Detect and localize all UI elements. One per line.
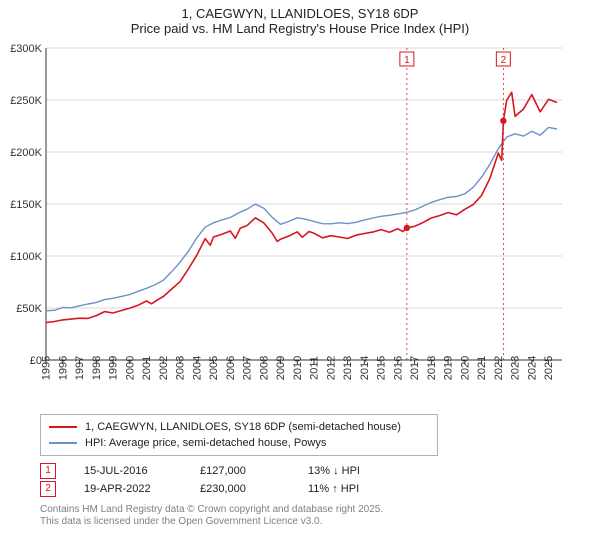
legend-swatch [49,442,77,444]
svg-text:2003: 2003 [175,356,187,380]
svg-text:2: 2 [501,55,507,66]
svg-text:1998: 1998 [91,356,103,380]
svg-text:£100K: £100K [10,251,42,263]
footnote-line1: Contains HM Land Registry data © Crown c… [40,504,600,516]
legend: 1, CAEGWYN, LLANIDLOES, SY18 6DP (semi-d… [40,414,438,456]
svg-text:2015: 2015 [376,356,388,380]
svg-text:2021: 2021 [476,356,488,380]
legend-label: HPI: Average price, semi-detached house,… [85,437,326,449]
sale-date: 15-JUL-2016 [84,465,172,477]
svg-text:2025: 2025 [543,356,555,380]
svg-text:£150K: £150K [10,199,42,211]
svg-text:2012: 2012 [325,356,337,380]
svg-text:2002: 2002 [158,356,170,380]
svg-text:2004: 2004 [191,356,203,380]
svg-text:2020: 2020 [459,356,471,380]
svg-text:£300K: £300K [10,43,42,55]
footnote: Contains HM Land Registry data © Crown c… [40,504,600,528]
svg-text:2022: 2022 [493,356,505,380]
svg-text:2019: 2019 [443,356,455,380]
svg-text:£50K: £50K [16,303,42,315]
svg-text:2010: 2010 [292,356,304,380]
sale-row: 2 19-APR-2022 £230,000 11% ↑ HPI [40,480,600,498]
svg-text:2000: 2000 [124,356,136,380]
chart-svg: £0£50K£100K£150K£200K£250K£300K199519961… [6,40,566,410]
svg-text:2016: 2016 [392,356,404,380]
chart-area: £0£50K£100K£150K£200K£250K£300K199519961… [6,40,566,410]
svg-text:2017: 2017 [409,356,421,380]
chart-container: 1, CAEGWYN, LLANIDLOES, SY18 6DP Price p… [0,0,600,560]
titles: 1, CAEGWYN, LLANIDLOES, SY18 6DP Price p… [0,0,600,36]
svg-text:1999: 1999 [108,356,120,380]
svg-text:2014: 2014 [359,356,371,380]
legend-item: 1, CAEGWYN, LLANIDLOES, SY18 6DP (semi-d… [49,419,429,435]
sale-marker-icon: 2 [40,481,56,497]
sale-date: 19-APR-2022 [84,483,172,495]
title-subtitle: Price paid vs. HM Land Registry's House … [0,21,600,36]
svg-text:2005: 2005 [208,356,220,380]
svg-text:1: 1 [404,55,410,66]
sale-price: £230,000 [200,483,280,495]
svg-text:1995: 1995 [41,356,53,380]
svg-text:£200K: £200K [10,147,42,159]
svg-text:2008: 2008 [258,356,270,380]
svg-text:2013: 2013 [342,356,354,380]
svg-text:2018: 2018 [426,356,438,380]
svg-text:2024: 2024 [526,356,538,380]
svg-text:2009: 2009 [275,356,287,380]
sale-price: £127,000 [200,465,280,477]
sale-hpi-delta: 13% ↓ HPI [308,465,388,477]
svg-text:2007: 2007 [242,356,254,380]
sales-table: 1 15-JUL-2016 £127,000 13% ↓ HPI 2 19-APR-202… [40,462,600,498]
legend-item: HPI: Average price, semi-detached house,… [49,435,429,451]
sale-marker-icon: 1 [40,463,56,479]
svg-text:£250K: £250K [10,95,42,107]
svg-text:1997: 1997 [74,356,86,380]
svg-text:2001: 2001 [141,356,153,380]
footnote-line2: This data is licensed under the Open Gov… [40,516,600,528]
svg-text:2023: 2023 [510,356,522,380]
title-address: 1, CAEGWYN, LLANIDLOES, SY18 6DP [0,6,600,21]
sale-row: 1 15-JUL-2016 £127,000 13% ↓ HPI [40,462,600,480]
svg-text:2006: 2006 [225,356,237,380]
svg-text:1996: 1996 [57,356,69,380]
legend-label: 1, CAEGWYN, LLANIDLOES, SY18 6DP (semi-d… [85,421,401,433]
legend-swatch [49,426,77,428]
sale-hpi-delta: 11% ↑ HPI [308,483,388,495]
